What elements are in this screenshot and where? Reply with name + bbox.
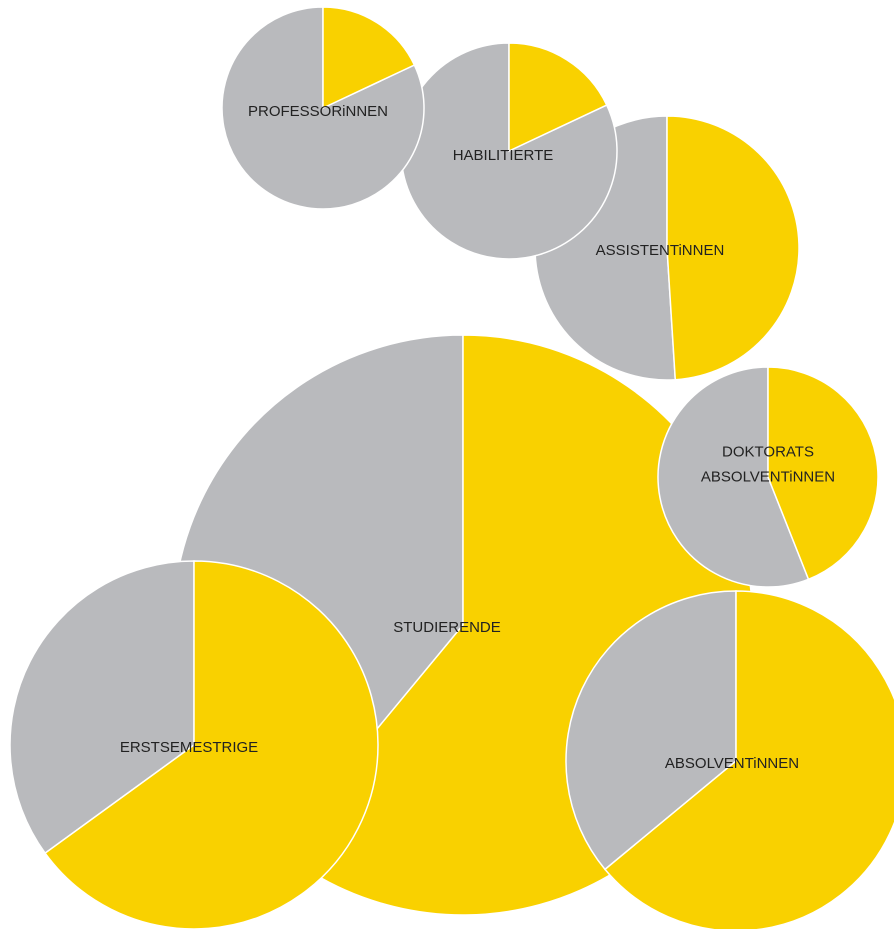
- slice-female-professorinnen: [322, 6, 416, 110]
- pie-erstsemestrige: ERSTSEMESTRIGE: [9, 560, 379, 929]
- pie-label-habilitierte: HABILITIERTE: [453, 147, 554, 164]
- pie-label-line: ABSOLVENTiNNEN: [701, 469, 835, 486]
- pie-label-line: ASSISTENTiNNEN: [596, 242, 725, 259]
- pie-habilitierte: HABILITIERTE: [400, 42, 618, 260]
- slice-male-absolventinnen: [565, 590, 737, 871]
- slice-male-erstsemestrige: [9, 560, 195, 855]
- pie-label-line: DOKTORATS: [722, 444, 814, 461]
- pie-label-line: HABILITIERTE: [453, 147, 554, 164]
- pie-doktorats-absolventinnen: DOKTORATS ABSOLVENTiNNEN: [657, 366, 879, 588]
- slice-female-assistentinnen: [666, 115, 800, 381]
- slice-female-erstsemestrige: [44, 560, 379, 929]
- pie-label-doktorats-absolventinnen: DOKTORATS ABSOLVENTiNNEN: [701, 444, 835, 486]
- slice-male-doktorats-absolventinnen: [657, 366, 810, 588]
- pie-absolventinnen: ABSOLVENTiNNEN: [565, 590, 894, 929]
- pie-label-line: ERSTSEMESTRIGE: [120, 739, 258, 756]
- pie-label-studierende: STUDIERENDE: [393, 619, 501, 636]
- pie-label-erstsemestrige: ERSTSEMESTRIGE: [120, 739, 258, 756]
- pie-label-assistentinnen: ASSISTENTiNNEN: [596, 242, 725, 259]
- pie-label-absolventinnen: ABSOLVENTiNNEN: [665, 755, 799, 772]
- pie-label-line: PROFESSORiNNEN: [248, 103, 388, 120]
- pie-professorinnen: PROFESSORiNNEN: [221, 6, 425, 210]
- pie-label-professorinnen: PROFESSORiNNEN: [248, 103, 388, 120]
- pie-label-line: STUDIERENDE: [393, 619, 501, 636]
- pie-label-line: ABSOLVENTiNNEN: [665, 755, 799, 772]
- slice-female-habilitierte: [508, 42, 608, 153]
- slice-female-doktorats-absolventinnen: [767, 366, 879, 581]
- slice-female-absolventinnen: [603, 590, 894, 929]
